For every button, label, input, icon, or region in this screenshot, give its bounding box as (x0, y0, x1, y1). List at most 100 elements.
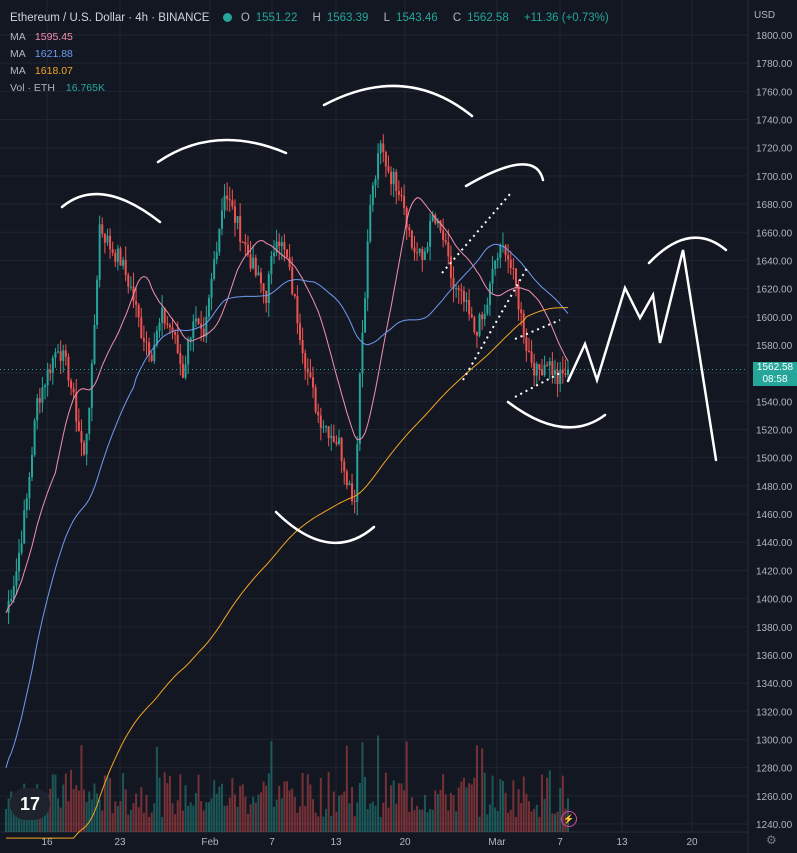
candle-body (366, 241, 369, 299)
volume-bar (181, 810, 184, 832)
candle-body (488, 283, 491, 305)
volume-bar (220, 783, 223, 832)
volume-bar (473, 777, 476, 832)
candle-body (57, 351, 60, 353)
candle-body (447, 242, 450, 257)
candle-body (530, 351, 533, 363)
lightning-icon[interactable]: ⚡ (561, 811, 577, 827)
volume-bar (327, 772, 330, 832)
candle-body (504, 245, 507, 256)
volume-bar (241, 784, 244, 832)
candle-body (122, 259, 125, 266)
candle-body (174, 332, 177, 335)
volume-bar (49, 788, 52, 832)
x-tick-label: 13 (330, 837, 342, 848)
candle-body (457, 288, 460, 290)
y-tick-label: 1420.00 (756, 566, 793, 577)
y-tick-label: 1280.00 (756, 764, 793, 775)
volume-bar (543, 798, 546, 832)
candle-body (228, 199, 231, 201)
volume-bar (460, 781, 463, 832)
volume-bar (527, 801, 530, 832)
volume-bar (457, 787, 460, 832)
volume-bar (301, 772, 304, 832)
volume-bar (395, 803, 398, 832)
volume-bar (62, 784, 65, 832)
volume-bar (429, 809, 432, 832)
candle-body (137, 304, 140, 318)
candle-body (538, 364, 541, 370)
candle-body (64, 350, 67, 357)
volume-bar (481, 748, 484, 832)
candle-body (12, 586, 15, 600)
candle-body (210, 278, 213, 298)
volume-bar (109, 778, 112, 832)
volume-bar (283, 781, 286, 832)
volume-bar (192, 805, 195, 832)
volume-bar (332, 791, 335, 832)
currency-selector[interactable]: USD (754, 10, 776, 21)
volume-bar (317, 816, 320, 832)
volume-bar (478, 816, 481, 832)
volume-bar (351, 787, 354, 832)
candle-body (431, 214, 434, 221)
y-tick-label: 1700.00 (756, 172, 793, 183)
y-tick-label: 1680.00 (756, 200, 793, 211)
volume-bar (184, 785, 187, 832)
indicator-volume[interactable]: Vol · ETH 16.765K (10, 82, 105, 94)
volume-bar (140, 787, 143, 832)
tradingview-logo-icon[interactable]: 17 (10, 788, 50, 820)
y-tick-label: 1380.00 (756, 623, 793, 634)
symbol-title[interactable]: Ethereum / U.S. Dollar · 4h · BINANCE (10, 12, 210, 24)
candle-body (36, 398, 39, 421)
volume-bar (436, 794, 439, 832)
candle-body (241, 241, 244, 243)
volume-bar (556, 811, 559, 832)
volume-bar (161, 816, 164, 832)
candle-body (119, 248, 122, 266)
candle-body (283, 242, 286, 250)
drawing-stroke (506, 400, 607, 429)
candle-body (418, 248, 421, 253)
x-tick-label: 13 (616, 837, 628, 848)
volume-bar (449, 793, 452, 832)
ma-line-3 (6, 307, 568, 839)
volume-bar (155, 746, 158, 832)
candle-body (514, 268, 517, 286)
candle-body (109, 235, 112, 250)
candle-body (408, 227, 411, 231)
volume-bar (434, 790, 437, 832)
indicator-ma-1[interactable]: MA 1595.45 (10, 31, 73, 43)
open-value: 1551.22 (255, 12, 298, 24)
volume-bar (231, 778, 234, 832)
volume-bar (551, 813, 554, 832)
candle-body (384, 152, 387, 167)
gear-icon[interactable]: ⚙ (766, 833, 777, 847)
volume-bar (70, 769, 73, 832)
volume-bar (257, 794, 260, 832)
volume-bar (397, 783, 400, 832)
candle-body (278, 241, 281, 247)
candle-body (525, 337, 528, 351)
volume-bar (345, 745, 348, 832)
candle-body (163, 307, 166, 324)
indicator-ma-2[interactable]: MA 1621.88 (10, 48, 73, 60)
volume-bar (387, 807, 390, 832)
candle-body (517, 285, 520, 310)
volume-bar (509, 809, 512, 832)
volume-bar (400, 783, 403, 832)
volume-bar (335, 811, 338, 832)
candle-body (25, 498, 28, 511)
ma-line-2 (5, 243, 569, 768)
candle-body (325, 426, 328, 428)
volume-bar (522, 776, 525, 832)
indicator-ma-3[interactable]: MA 1618.07 (10, 65, 73, 77)
y-tick-label: 1500.00 (756, 454, 793, 465)
volume-bar (41, 804, 44, 832)
candle-body (111, 249, 114, 253)
volume-bar (213, 780, 216, 832)
volume-bar (200, 801, 203, 832)
volume-bar (504, 792, 507, 832)
candle-body (345, 471, 348, 486)
